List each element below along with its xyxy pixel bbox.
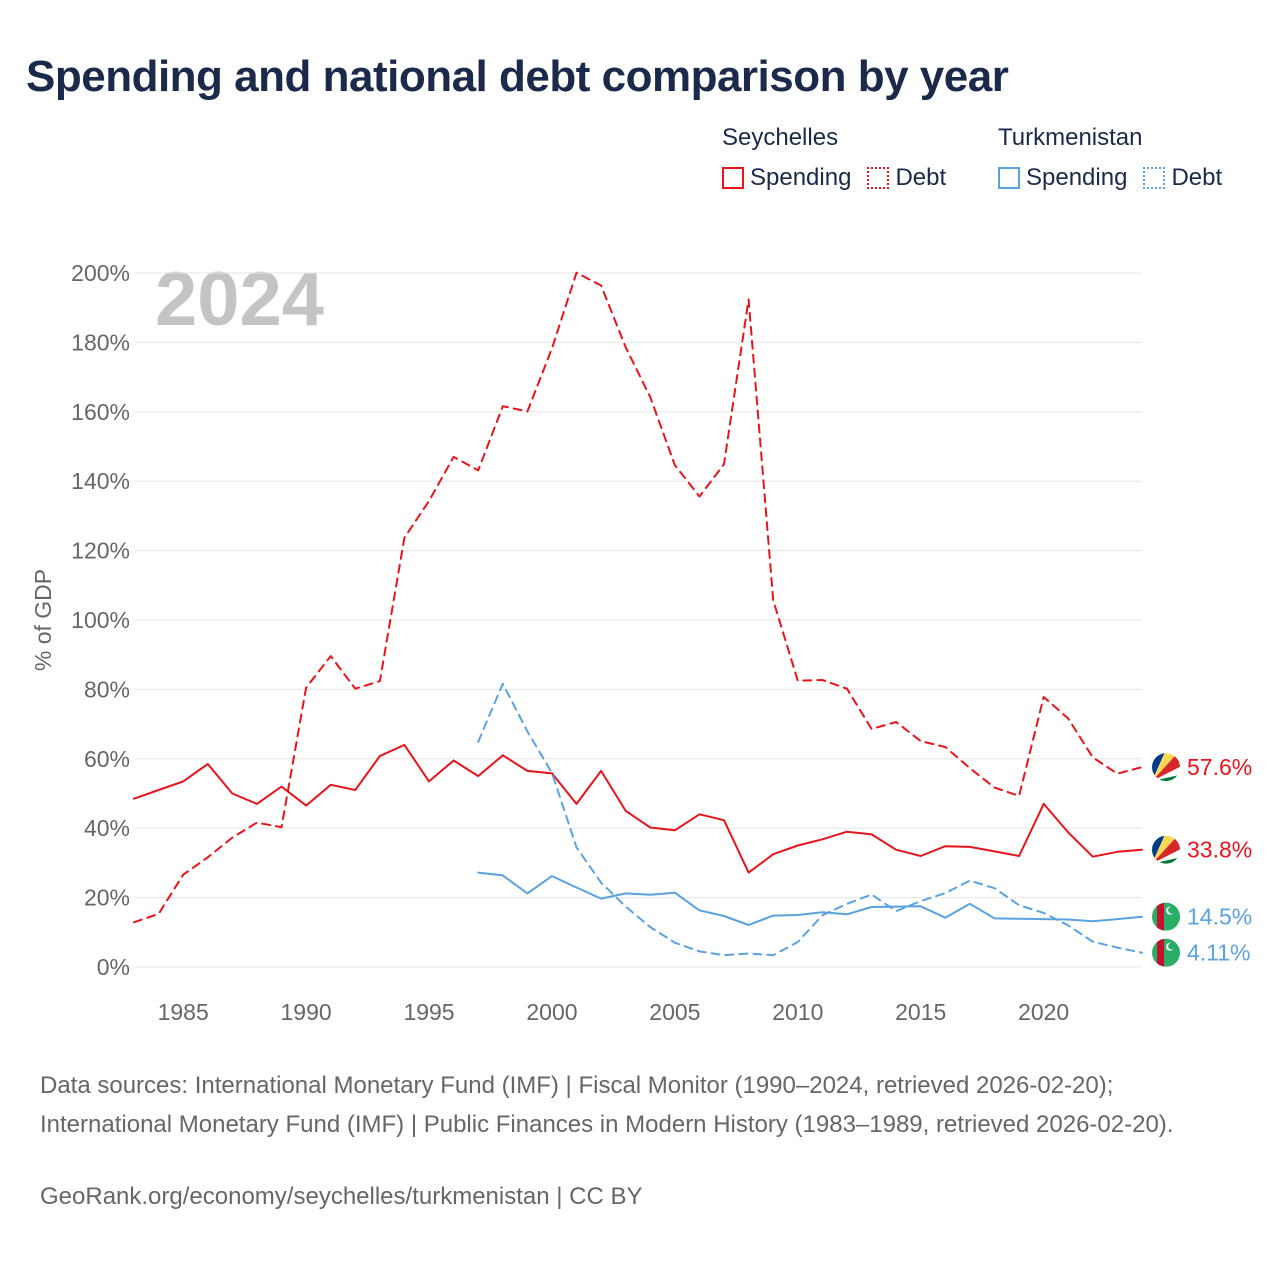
series-line-turkmenistan-spending (477, 871, 1143, 926)
dashed-line-swatch-icon (867, 167, 890, 189)
legend-group-seychelles: Seychelles Spending Debt (722, 124, 962, 192)
turkmenistan-flag-icon (1152, 938, 1180, 967)
end-value-label: 4.11% (1187, 940, 1251, 966)
y-tick-label: 40% (84, 815, 130, 841)
y-tick-label: 60% (84, 746, 130, 772)
legend-seychelles-debt[interactable]: Debt (867, 164, 946, 192)
source-credit-link[interactable]: GeoRank.org/economy/seychelles/turkmenis… (40, 1183, 643, 1210)
x-tick-label: 2020 (1018, 999, 1069, 1025)
x-tick-label: 2005 (649, 999, 700, 1025)
legend-country-name: Seychelles (722, 124, 839, 151)
line-chart: 2024 0% 20% 40% 60% 80% 100% 120% 140% 160% 180% 20… (30, 257, 1252, 1025)
x-tick-label: 2015 (895, 999, 946, 1025)
legend-label: Debt (1171, 164, 1223, 191)
series-line-seychelles-spending (133, 743, 1143, 874)
y-tick-label: 200% (71, 260, 130, 286)
x-tick-label: 1985 (158, 999, 209, 1025)
legend-seychelles-spending[interactable]: Spending (722, 164, 851, 192)
x-tick-label: 1995 (403, 999, 454, 1025)
data-sources-note: Data sources: International Monetary Fun… (40, 1072, 1174, 1138)
end-value-label: 14.5% (1187, 904, 1252, 930)
y-tick-label: 80% (84, 676, 130, 702)
solid-line-swatch-icon (998, 167, 1020, 189)
end-value-label: 33.8% (1187, 837, 1252, 863)
legend-label: Debt (895, 164, 947, 191)
chart-title: Spending and national debt comparison by… (26, 52, 1009, 101)
legend-turkmenistan-debt[interactable]: Debt (1143, 164, 1222, 192)
y-tick-label: 140% (71, 468, 130, 494)
legend-label: Spending (750, 164, 852, 191)
solid-line-swatch-icon (722, 167, 744, 189)
legend-label: Spending (1026, 164, 1128, 191)
end-value-label: 57.6% (1187, 754, 1252, 780)
y-tick-label: 120% (71, 538, 130, 564)
legend-country-name: Turkmenistan (998, 124, 1143, 151)
turkmenistan-flag-icon (1152, 902, 1180, 931)
series-line-seychelles-debt (133, 271, 1143, 924)
year-watermark: 2024 (155, 257, 324, 342)
y-tick-label: 100% (71, 607, 130, 633)
x-tick-label: 2000 (526, 999, 577, 1025)
legend-group-turkmenistan: Turkmenistan Spending Debt (998, 124, 1238, 192)
y-axis-title: % of GDP (30, 569, 56, 671)
dashed-line-swatch-icon (1143, 167, 1166, 189)
y-tick-label: 180% (71, 329, 130, 355)
series-line-turkmenistan-debt (477, 682, 1143, 957)
legend-turkmenistan-spending[interactable]: Spending (998, 164, 1127, 192)
x-tick-label: 2010 (772, 999, 823, 1025)
y-tick-label: 0% (97, 954, 130, 980)
x-tick-label: 1990 (281, 999, 332, 1025)
y-tick-label: 160% (71, 399, 130, 425)
y-tick-label: 20% (84, 885, 130, 911)
